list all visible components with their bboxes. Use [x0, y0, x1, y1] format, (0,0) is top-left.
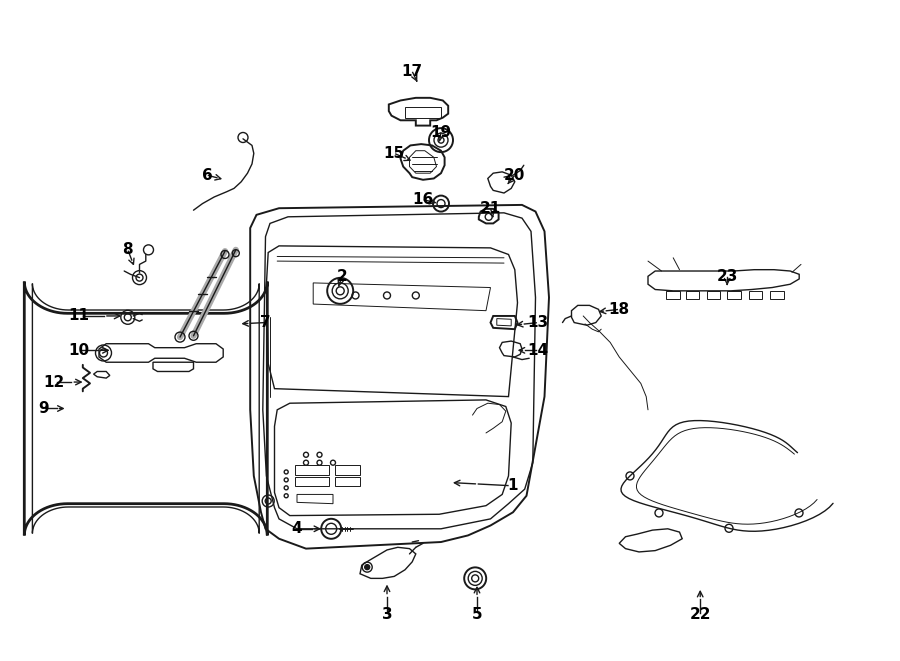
Text: 6: 6 [202, 168, 212, 182]
Text: 8: 8 [122, 243, 133, 257]
Text: 11: 11 [68, 309, 90, 323]
Text: 20: 20 [504, 168, 526, 182]
Text: 19: 19 [430, 125, 452, 139]
Text: 14: 14 [527, 343, 549, 358]
Text: 16: 16 [412, 192, 434, 207]
Text: 5: 5 [472, 607, 482, 622]
Text: 23: 23 [716, 269, 738, 284]
Text: 2: 2 [337, 269, 347, 284]
Text: 22: 22 [689, 607, 711, 622]
Text: 9: 9 [38, 401, 49, 416]
Text: 18: 18 [608, 302, 630, 317]
Circle shape [364, 564, 370, 570]
Text: 3: 3 [382, 607, 392, 622]
Text: 4: 4 [292, 522, 302, 536]
Text: 17: 17 [401, 64, 423, 79]
Text: 7: 7 [260, 315, 271, 330]
Text: 10: 10 [68, 343, 90, 358]
Text: 1: 1 [508, 479, 518, 493]
Text: 13: 13 [527, 315, 549, 330]
Text: 21: 21 [480, 201, 501, 215]
Text: 15: 15 [383, 146, 405, 161]
Text: 12: 12 [43, 375, 65, 389]
